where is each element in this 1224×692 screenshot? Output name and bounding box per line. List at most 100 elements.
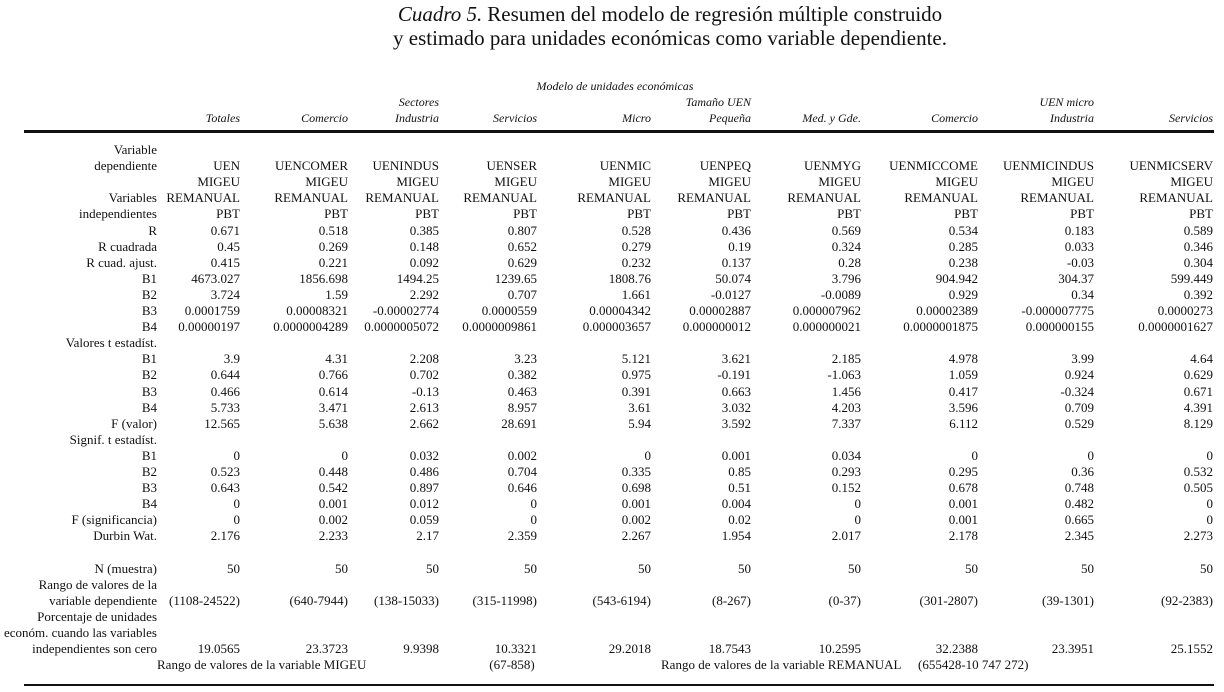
cell: 50	[1200, 560, 1213, 576]
cell: 0.448	[318, 464, 348, 479]
cell: 0.589	[1183, 222, 1213, 238]
row-label: B3	[141, 303, 157, 318]
cell: 2.662	[409, 415, 439, 431]
cell: 3.796	[831, 270, 861, 286]
cell: 2.176	[210, 528, 240, 544]
cell: 5.121	[621, 351, 651, 367]
cell: 3.032	[721, 399, 751, 415]
cell: 0.0000005072	[364, 319, 439, 335]
cell: (640-7944)	[289, 592, 349, 608]
column-header: Servicios	[493, 111, 537, 125]
cell: 8.957	[507, 399, 537, 415]
cell: 0.221	[318, 254, 348, 270]
cell: UENMICINDUS	[1003, 158, 1094, 174]
cell: 0.232	[621, 254, 651, 270]
cell: PBT	[1070, 206, 1094, 222]
cell: 1239.65	[494, 270, 537, 286]
cell: 6.112	[949, 415, 978, 431]
cell: -0.0089	[820, 286, 861, 302]
cell: REMANUAL	[577, 190, 651, 206]
cell: 9.9398	[403, 641, 439, 657]
cell: 3.596	[948, 399, 978, 415]
cell: 28.691	[501, 415, 537, 431]
cell: -0.03	[1066, 254, 1094, 270]
cell: 0	[1087, 447, 1095, 463]
cell: 0.748	[1064, 480, 1094, 496]
title-text: y estimado para unidades económicas como…	[393, 26, 947, 50]
row-label: B1	[141, 351, 157, 367]
row-label: F (significancia)	[71, 512, 157, 528]
cell: 0.466	[210, 383, 240, 399]
column-header: Tamaño UEN	[685, 94, 751, 109]
cell: 50.074	[715, 270, 751, 286]
cell: REMANUAL	[677, 190, 751, 206]
cell: 5.733	[210, 399, 240, 415]
column-header: UEN micro	[1039, 94, 1094, 109]
cell: 0.293	[831, 464, 861, 479]
cell: PBT	[324, 206, 348, 222]
cell: 0.924	[1064, 367, 1094, 383]
cell: -1.063	[827, 367, 861, 383]
column-header: Sectores	[398, 94, 439, 109]
cell: PBT	[954, 206, 978, 222]
cell: 50	[227, 560, 240, 576]
cell: 0	[854, 512, 862, 528]
cell: MIGEU	[1051, 174, 1094, 190]
cell: 0.34	[1071, 286, 1094, 302]
cell: UENMIC	[599, 158, 651, 174]
cell: REMANUAL	[1139, 190, 1213, 206]
cell: 0.137	[721, 254, 751, 270]
cell: REMANUAL	[463, 190, 537, 206]
cell: 0.269	[318, 238, 348, 254]
cell: 2.359	[507, 528, 537, 544]
row-label: B3	[141, 480, 157, 496]
cell: 3.61	[628, 399, 651, 415]
cell: 2.233	[318, 528, 348, 544]
cell: 0.28	[838, 254, 861, 270]
cell: 0	[233, 496, 241, 512]
cell: 4.978	[948, 351, 978, 367]
cell: 0.534	[948, 222, 978, 238]
cell: 0.463	[507, 383, 537, 399]
cell: 50	[848, 560, 861, 576]
cell: 0.385	[409, 222, 439, 238]
cell: 0.528	[621, 222, 651, 238]
cell: MIGEU	[708, 174, 751, 190]
cell: 0.975	[621, 367, 651, 383]
cell: UENCOMER	[275, 158, 348, 174]
cell: 10.2595	[818, 641, 861, 657]
cell: REMANUAL	[274, 190, 348, 206]
cell: 0.304	[1183, 254, 1213, 270]
column-header: Totales	[205, 111, 240, 125]
cell: MIGEU	[494, 174, 537, 190]
column-header: Comercio	[301, 111, 348, 125]
cell: 3.724	[210, 286, 240, 302]
cell: 12.565	[204, 415, 240, 431]
cell: 0.698	[621, 480, 651, 496]
cell: 0.415	[210, 254, 240, 270]
cell: 0.285	[948, 238, 978, 254]
cell: REMANUAL	[1020, 190, 1094, 206]
cell: 0	[530, 512, 538, 528]
cell: 0.19	[728, 238, 751, 254]
cell: 0.643	[210, 480, 240, 496]
cell: (543-6194)	[592, 592, 652, 608]
row-label: R cuad. ajust.	[86, 254, 157, 270]
cell: (315-11998)	[472, 592, 537, 608]
cell: -0.324	[1060, 383, 1094, 399]
cell: 0	[233, 512, 241, 528]
row-label: B2	[141, 367, 157, 383]
cell: 0.51	[728, 480, 751, 496]
column-header: Industria	[1049, 111, 1094, 125]
cell: 0.059	[409, 512, 439, 528]
cell: 0.0000004289	[273, 319, 348, 335]
cell: PBT	[513, 206, 537, 222]
cell: 0.001	[318, 496, 348, 512]
cell: 0.702	[409, 367, 439, 383]
title-text: Resumen del modelo de regresión múltiple…	[487, 2, 943, 26]
column-header: Pequeña	[709, 111, 751, 125]
cell: 0	[1206, 496, 1214, 512]
cell: 0.00002887	[689, 303, 751, 318]
footer-text: Rango de valores de la variable REMANUAL	[661, 657, 902, 673]
